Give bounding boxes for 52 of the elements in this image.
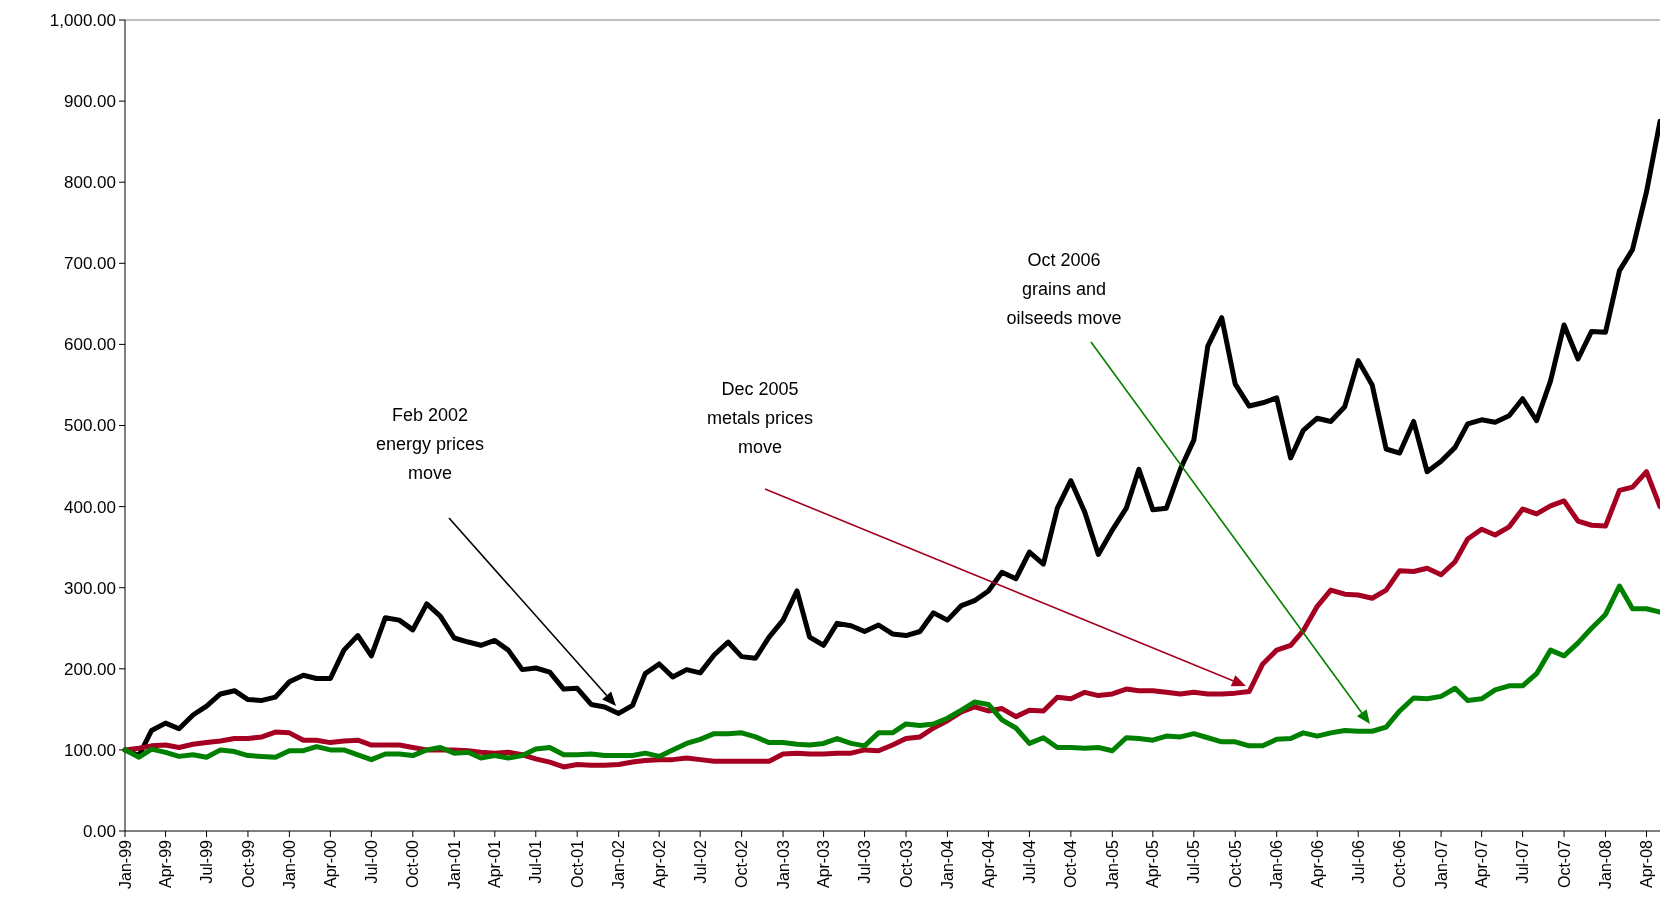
- x-tick-label: Jul-07: [1514, 839, 1532, 884]
- x-tick-label: Jan-02: [610, 839, 628, 889]
- annotation: Dec 2005 metals prices move: [706, 379, 814, 457]
- y-tick-label: 600.00: [64, 335, 116, 355]
- x-tick-label: Oct-05: [1226, 839, 1244, 889]
- x-tick-label: Jul-06: [1349, 839, 1367, 884]
- x-tick-label: Apr-01: [486, 839, 504, 889]
- x-tick-label: Oct-00: [404, 839, 422, 889]
- x-tick-label: Jul-04: [1021, 839, 1039, 884]
- x-tick-label: Oct-03: [897, 839, 915, 889]
- x-tick-label: Oct-04: [1062, 839, 1080, 889]
- x-tick-label: Apr-05: [1144, 839, 1162, 889]
- x-tick-label: Jan-00: [281, 839, 298, 889]
- y-tick-label: 200.00: [64, 659, 116, 679]
- y-tick-label: 700.00: [64, 254, 116, 274]
- x-tick-label: Apr-99: [157, 839, 175, 889]
- x-tick-label: Apr-00: [321, 839, 339, 889]
- annotation: Oct 2006 grains and oilseeds move: [1006, 250, 1122, 328]
- x-tick-label: Apr-07: [1473, 839, 1491, 889]
- x-tick-label: Apr-08: [1638, 839, 1656, 889]
- x-tick-label: Jan-08: [1597, 839, 1615, 889]
- x-tick-label: Jul-00: [362, 839, 380, 884]
- x-tick-label: Jan-99: [116, 839, 134, 889]
- x-tick-label: Oct-01: [568, 839, 586, 889]
- y-tick-label: 400.00: [64, 497, 116, 517]
- x-tick-label: Oct-02: [733, 839, 751, 889]
- y-tick-label: 900.00: [64, 92, 116, 112]
- y-tick-label: 500.00: [64, 416, 116, 436]
- x-tick-label: Jan-05: [1103, 839, 1121, 889]
- y-tick-label: 800.00: [64, 173, 116, 193]
- x-tick-label: Apr-06: [1308, 839, 1326, 889]
- x-tick-label: Jul-03: [856, 839, 874, 884]
- x-tick-label: Apr-03: [815, 839, 833, 889]
- x-tick-label: Jan-04: [939, 839, 957, 889]
- x-tick-label: Apr-02: [650, 839, 668, 889]
- x-tick-label: Oct-06: [1391, 839, 1409, 889]
- x-tick-label: Jul-02: [691, 839, 709, 884]
- y-tick-label: 1,000.00: [49, 10, 116, 30]
- y-tick-label: 100.00: [64, 740, 116, 760]
- x-tick-label: Oct-99: [239, 839, 257, 889]
- x-tick-label: Jul-01: [527, 839, 545, 884]
- y-tick-label: 0.00: [82, 821, 116, 841]
- x-tick-label: Jan-01: [445, 839, 463, 889]
- x-tick-label: Oct-07: [1555, 839, 1573, 889]
- x-tick-label: Jan-06: [1268, 839, 1286, 889]
- annotation: Feb 2002 energy prices move: [375, 405, 485, 483]
- x-tick-label: Jan-03: [774, 839, 792, 889]
- y-tick-label: 300.00: [64, 578, 116, 598]
- x-tick-label: Jul-05: [1185, 839, 1203, 884]
- x-tick-label: Jan-07: [1432, 839, 1450, 889]
- x-tick-label: Apr-04: [980, 839, 998, 889]
- x-tick-label: Jul-99: [198, 839, 216, 884]
